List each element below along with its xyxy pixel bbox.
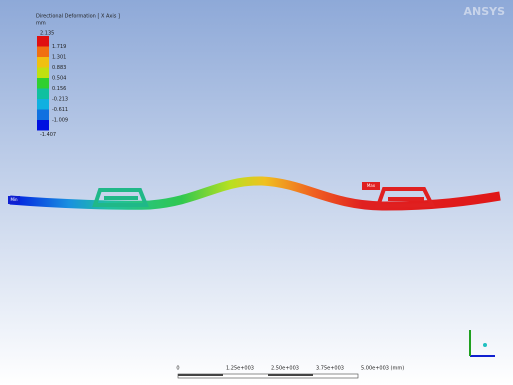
legend-swatch [37, 68, 49, 79]
legend-swatch [37, 89, 49, 100]
legend-swatch [37, 99, 49, 110]
scale-label: 5.00e+003 (mm) [361, 366, 404, 372]
legend-label: 0.504 [52, 76, 66, 82]
scale-label: 3.75e+003 [316, 366, 344, 372]
min-label: Min [10, 197, 18, 202]
legend-label: 1.719 [52, 44, 66, 50]
legend-label: -1.407 [40, 132, 56, 138]
legend-swatch [37, 78, 49, 89]
legend-label: -0.611 [52, 107, 68, 113]
legend-swatch [37, 57, 49, 68]
legend-label: -0.213 [52, 97, 68, 103]
result-unit: mm [36, 21, 46, 27]
legend-swatch [37, 110, 49, 121]
legend-label: 0.883 [52, 65, 66, 71]
legend-label: -1.009 [52, 118, 68, 124]
logo: ANSYS [463, 5, 505, 18]
legend-label: 1.301 [52, 55, 66, 61]
scale-label: 2.50e+003 [271, 366, 299, 372]
legend-label: 0.156 [52, 86, 66, 92]
legend-swatch [37, 47, 49, 58]
background [0, 0, 513, 385]
legend-swatch [37, 120, 49, 131]
scale-label: 0 [176, 366, 179, 372]
result-title: Directional Deformation [ X Axis ] [36, 14, 120, 20]
legend-label: 2.135 [40, 31, 54, 37]
scale-label: 1.25e+003 [226, 366, 254, 372]
legend-swatch [37, 36, 49, 47]
viewport: Directional Deformation [ X Axis ] mm AN… [0, 0, 513, 385]
max-label: Max [367, 183, 376, 188]
